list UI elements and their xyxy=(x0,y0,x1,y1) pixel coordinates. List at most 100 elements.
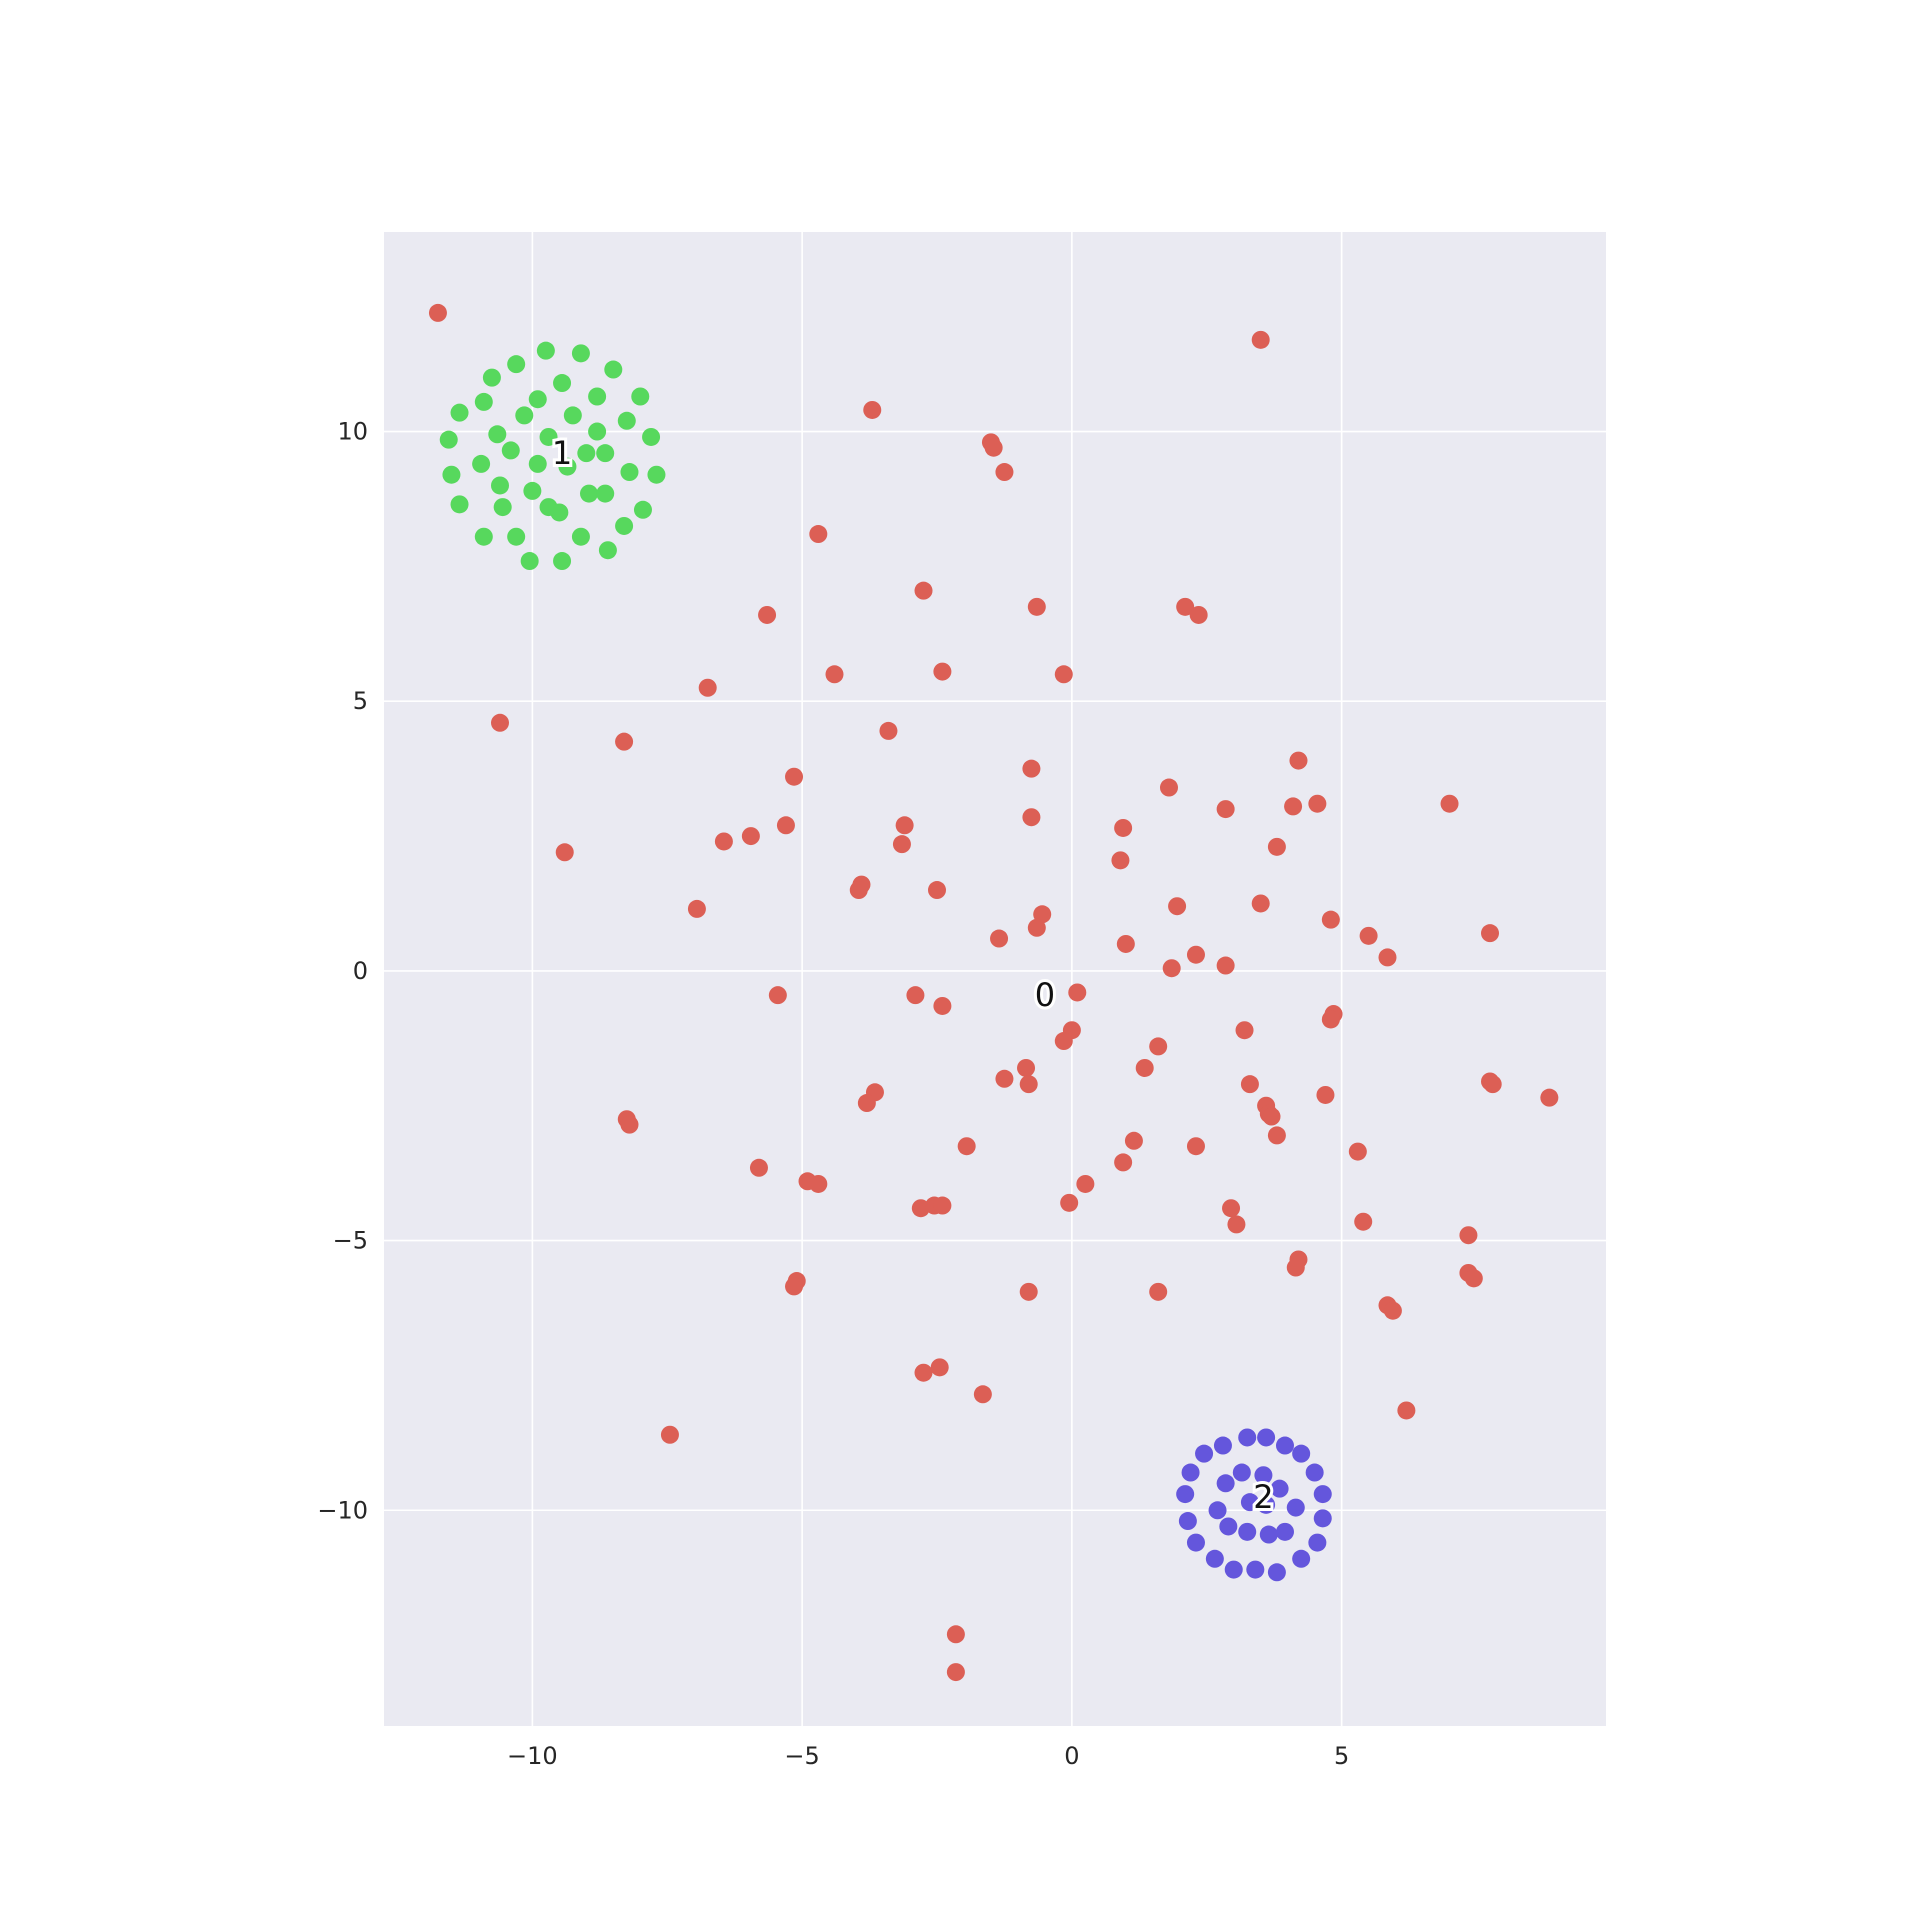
scatter-point xyxy=(490,476,509,495)
y-tick-label: −10 xyxy=(317,1496,368,1524)
scatter-point xyxy=(536,341,555,360)
scatter-point xyxy=(588,422,607,441)
cluster-label: 2 xyxy=(1253,1478,1273,1516)
y-tick-label: 0 xyxy=(353,957,368,985)
scatter-point xyxy=(520,552,539,571)
scatter-point xyxy=(1540,1088,1559,1107)
scatter-point xyxy=(442,465,461,484)
scatter-point xyxy=(984,438,1003,457)
scatter-point xyxy=(809,525,828,544)
scatter-point xyxy=(698,678,717,697)
scatter-point xyxy=(1216,956,1235,975)
scatter-point xyxy=(580,484,599,503)
scatter-point xyxy=(973,1385,992,1404)
data-points xyxy=(428,303,1559,1682)
scatter-point xyxy=(1321,1010,1340,1029)
scatter-point xyxy=(1238,1428,1257,1447)
y-tick-label: 5 xyxy=(353,687,368,715)
scatter-point xyxy=(642,427,661,446)
scatter-point xyxy=(957,1137,976,1156)
scatter-point xyxy=(879,721,898,740)
scatter-point xyxy=(1205,1549,1224,1568)
scatter-point xyxy=(553,374,572,393)
scatter-point xyxy=(895,816,914,835)
scatter-point xyxy=(1022,808,1041,827)
scatter-point xyxy=(1222,1199,1241,1218)
scatter-point xyxy=(1114,1153,1133,1172)
scatter-point xyxy=(450,495,469,514)
scatter-point xyxy=(550,503,569,522)
scatter-point xyxy=(928,881,947,900)
scatter-point xyxy=(1232,1463,1251,1482)
scatter-point xyxy=(631,387,650,406)
scatter-point xyxy=(1481,924,1500,943)
scatter-point xyxy=(863,400,882,419)
scatter-point xyxy=(553,552,572,571)
scatter-point xyxy=(1286,1498,1305,1517)
scatter-point xyxy=(914,581,933,600)
scatter-point xyxy=(615,516,634,535)
scatter-point xyxy=(1176,597,1195,616)
scatter-point xyxy=(911,1199,930,1218)
scatter-point xyxy=(1459,1226,1478,1245)
x-axis-ticks: −10 −5 0 5 xyxy=(507,1742,1349,1770)
scatter-point xyxy=(1348,1142,1367,1161)
scatter-point xyxy=(857,1094,876,1113)
scatter-point xyxy=(1159,778,1178,797)
scatter-point xyxy=(1135,1058,1154,1077)
scatter-point xyxy=(1186,945,1205,964)
scatter-point xyxy=(474,527,493,546)
scatter-point xyxy=(1068,983,1087,1002)
scatter-point xyxy=(450,403,469,422)
scatter-point xyxy=(749,1158,768,1177)
scatter-point xyxy=(1060,1193,1079,1212)
scatter-point xyxy=(596,484,615,503)
scatter-point xyxy=(1186,1533,1205,1552)
scatter-point xyxy=(1397,1401,1416,1420)
scatter-point xyxy=(768,986,787,1005)
y-tick-label: −5 xyxy=(333,1227,368,1255)
scatter-point xyxy=(488,425,507,444)
scatter-point xyxy=(1186,1137,1205,1156)
scatter-point xyxy=(809,1174,828,1193)
grid-lines xyxy=(384,232,1606,1726)
scatter-point xyxy=(507,355,526,374)
scatter-point xyxy=(1286,1258,1305,1277)
scatter-point xyxy=(1116,934,1135,953)
cluster-label: 0 xyxy=(1035,976,1055,1014)
scatter-point xyxy=(1464,1269,1483,1288)
scatter-point xyxy=(1189,605,1208,624)
scatter-point xyxy=(1054,1032,1073,1051)
scatter-point xyxy=(474,392,493,411)
scatter-point xyxy=(1216,800,1235,819)
scatter-point xyxy=(1149,1037,1168,1056)
scatter-point xyxy=(687,899,706,918)
scatter-point xyxy=(1022,759,1041,778)
scatter-point xyxy=(1316,1085,1335,1104)
scatter-point xyxy=(785,1277,804,1296)
scatter-point xyxy=(1124,1131,1143,1150)
scatter-point xyxy=(1181,1463,1200,1482)
scatter-point xyxy=(995,1069,1014,1088)
scatter-point xyxy=(1308,1533,1327,1552)
scatter-point xyxy=(1219,1517,1238,1536)
cluster-labels: 0 1 2 xyxy=(549,431,1277,1519)
scatter-point xyxy=(776,816,795,835)
scatter-point xyxy=(849,881,868,900)
scatter-point xyxy=(1216,1474,1235,1493)
scatter-point xyxy=(1267,1563,1286,1582)
scatter-point xyxy=(1289,751,1308,770)
scatter-point xyxy=(1275,1436,1294,1455)
scatter-point xyxy=(1257,1495,1276,1514)
cluster-label: 1 xyxy=(552,434,572,472)
scatter-point xyxy=(1321,910,1340,929)
scatter-point xyxy=(892,835,911,854)
scatter-point xyxy=(647,465,666,484)
scatter-point xyxy=(604,360,623,379)
scatter-point xyxy=(1259,1525,1278,1544)
scatter-point xyxy=(914,1363,933,1382)
scatter-point xyxy=(1168,897,1187,916)
x-tick-label: 5 xyxy=(1334,1742,1349,1770)
scatter-point xyxy=(946,1625,965,1644)
scatter-point xyxy=(1114,818,1133,837)
